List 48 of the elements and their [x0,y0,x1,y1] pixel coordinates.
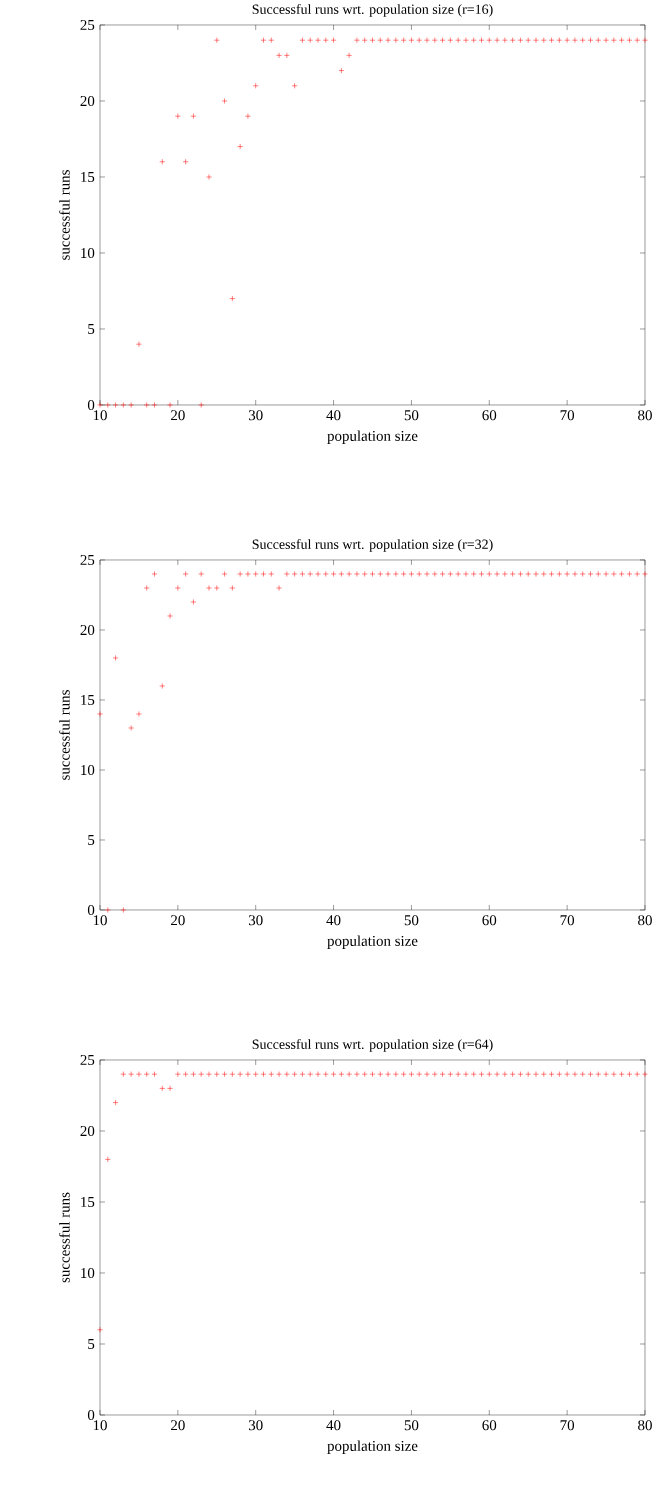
x-tick-label: 80 [638,915,652,926]
x-tick-label: 60 [482,1420,497,1431]
x-tick-label: 70 [560,1420,575,1431]
x-tick-label: 70 [560,410,575,421]
y-tick-label: 25 [80,19,95,30]
y-tick-label: 10 [81,1267,95,1279]
y-tick-label: 20 [80,624,95,636]
y-tick-label: 0 [87,1409,95,1421]
y-axis-title: successful runs [59,690,70,780]
x-tick-label: 80 [638,1420,652,1431]
y-tick-label: 25 [80,1054,95,1065]
x-axis-title: population size [327,935,418,949]
y-tick-label: 15 [81,171,95,182]
x-tick-label: 50 [404,410,419,421]
y-tick-label: 10 [81,764,95,776]
y-tick-label: 0 [87,399,95,411]
x-tick-label: 20 [171,410,185,421]
y-tick-label: 25 [80,554,95,565]
x-tick-label: 70 [560,915,575,926]
chart-title: Successful runs wrt. population size (r=32) [252,539,493,552]
y-axis-title: successful runs [59,170,70,260]
x-tick-label: 40 [326,410,341,421]
y-tick-label: 20 [80,95,95,107]
x-tick-label: 20 [171,1420,185,1431]
y-tick-label: 15 [81,1196,95,1207]
x-tick-label: 40 [326,915,341,926]
x-tick-label: 80 [638,410,652,421]
x-tick-label: 30 [248,410,263,421]
x-tick-label: 50 [404,1420,419,1431]
x-tick-label: 30 [248,1420,263,1431]
x-tick-label: 30 [248,915,263,926]
y-tick-label: 15 [81,694,95,705]
x-axis-title: population size [327,1440,418,1454]
x-tick-label: 50 [404,915,419,926]
y-tick-label: 20 [80,1125,95,1137]
x-tick-label: 20 [171,915,185,926]
x-tick-label: 60 [482,410,497,421]
chart-title: Successful runs wrt. population size (r=16) [252,4,493,17]
chart-title: Successful runs wrt. population size (r=64) [252,1039,493,1052]
x-axis-title: population size [327,430,418,444]
y-tick-label: 5 [88,324,95,334]
y-tick-label: 0 [87,904,95,916]
y-tick-label: 5 [88,1339,95,1349]
x-tick-label: 40 [326,1420,341,1431]
x-tick-label: 60 [482,915,497,926]
y-axis-title: successful runs [59,1192,70,1283]
y-tick-label: 10 [81,247,95,259]
y-tick-label: 5 [88,835,95,845]
